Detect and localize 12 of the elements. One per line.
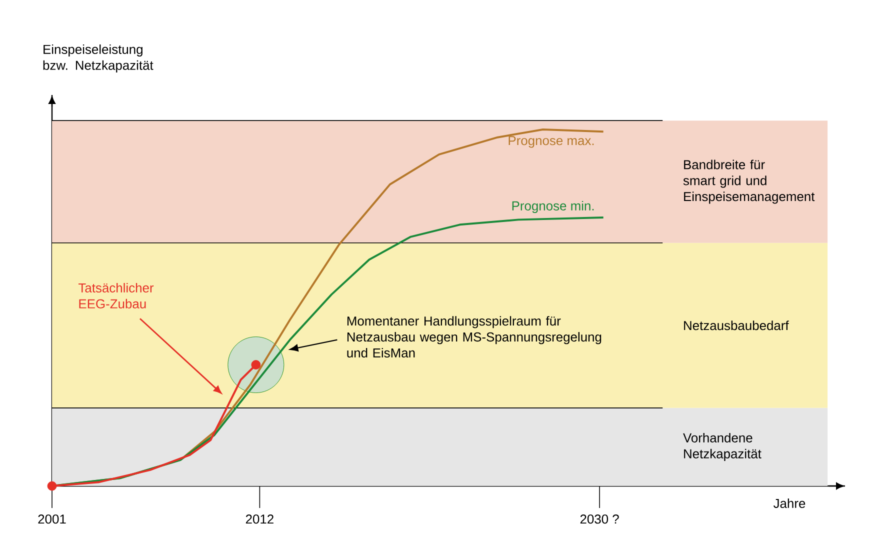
text: Tatsächlicher EEG-Zubau xyxy=(78,282,154,308)
band-label: Bandbreite für smart grid und Einspeisemanagement xyxy=(683,160,815,204)
x-axis-title: Jahre xyxy=(773,498,806,508)
x-tick-label: 2030 ? xyxy=(580,514,619,524)
annotation: Momentaner Handlungsspielraum für Netzausbau wegen MS-Spannungsregelung und EisMan xyxy=(347,316,602,358)
y-axis-title: Einspeiseleistung bzw. Netzkapazität xyxy=(43,44,154,72)
series-label: Prognose max. xyxy=(508,136,594,148)
series-label: Prognose min. xyxy=(512,200,594,214)
x-tick-label: 2012 xyxy=(246,514,274,524)
band-label: Vorhandene Netzkapazität xyxy=(683,432,762,461)
band-label: Netzausbaubedarf xyxy=(684,320,789,330)
x-tick-label: 2001 xyxy=(38,514,66,524)
